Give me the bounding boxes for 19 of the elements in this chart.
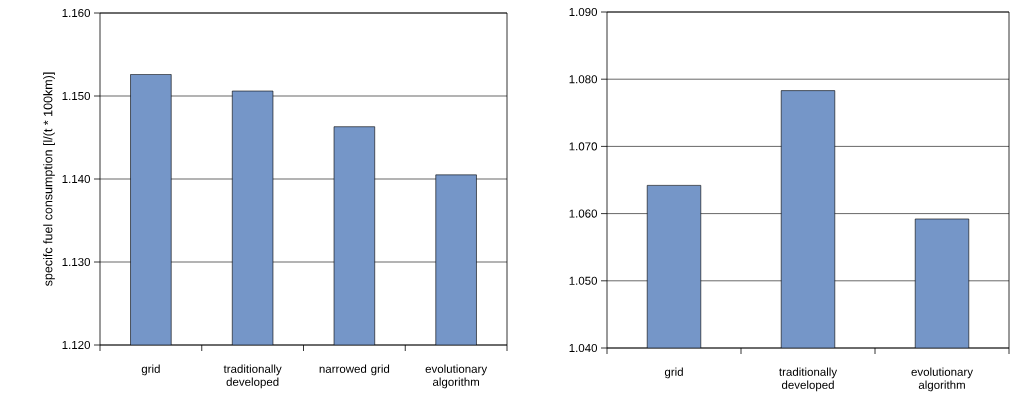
x-tick-label: traditionally developed [779, 367, 838, 392]
y-tick-label: 1.160 [62, 8, 91, 18]
y-tick-label: 1.060 [569, 209, 598, 218]
x-tick-label: narrowed grid [319, 364, 390, 376]
y-tick-label: 1.130 [62, 257, 91, 267]
y-tick-label: 1.050 [569, 276, 598, 285]
y-tick-label: 1.120 [62, 340, 91, 350]
y-axis-title: specifc fuel consumption [l/(t * 100km)] [43, 72, 55, 286]
y-tick-label: 1.070 [569, 142, 598, 151]
y-tick-label: 1.080 [569, 75, 598, 84]
x-tick-label: traditionally developed [223, 364, 282, 389]
y-tick-label: 1.040 [569, 343, 598, 353]
x-tick-label: evolutionary algorithm [911, 367, 973, 392]
x-tick-label: grid [141, 364, 160, 376]
y-tick-label: 1.150 [62, 91, 91, 101]
y-tick-label: 1.140 [62, 174, 91, 184]
y-tick-label: 1.090 [569, 7, 598, 17]
x-tick-label: evolutionary algorithm [425, 364, 488, 389]
x-tick-label: grid [664, 367, 683, 379]
